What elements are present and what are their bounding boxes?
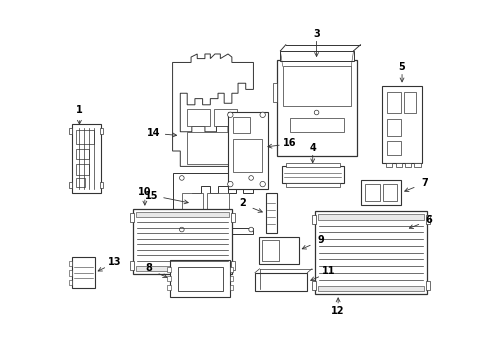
Text: 12: 12 bbox=[331, 306, 345, 316]
Text: 7: 7 bbox=[421, 178, 428, 188]
Bar bbox=[282, 166, 343, 183]
Text: 15: 15 bbox=[145, 192, 159, 202]
Bar bbox=[133, 209, 232, 274]
Bar bbox=[231, 213, 235, 222]
Text: 13: 13 bbox=[108, 257, 122, 267]
Bar bbox=[233, 117, 249, 132]
Text: 3: 3 bbox=[313, 29, 320, 39]
Circle shape bbox=[249, 227, 253, 232]
Bar bbox=[75, 164, 89, 175]
Bar bbox=[72, 257, 95, 288]
Bar bbox=[276, 60, 357, 156]
Bar bbox=[100, 182, 103, 188]
Bar bbox=[383, 184, 397, 201]
Bar bbox=[387, 120, 400, 136]
Bar bbox=[255, 273, 307, 291]
Bar bbox=[280, 51, 354, 61]
Bar bbox=[233, 139, 262, 172]
Bar bbox=[167, 285, 171, 291]
Circle shape bbox=[314, 110, 319, 115]
Bar bbox=[182, 211, 229, 226]
Bar bbox=[365, 184, 381, 201]
Bar bbox=[286, 163, 340, 167]
Bar bbox=[396, 163, 402, 167]
Bar bbox=[291, 118, 343, 132]
Circle shape bbox=[249, 176, 253, 180]
Polygon shape bbox=[172, 54, 253, 166]
Bar bbox=[266, 193, 276, 233]
Bar bbox=[361, 213, 406, 247]
Bar bbox=[228, 112, 268, 189]
Text: 8: 8 bbox=[145, 263, 152, 273]
Bar bbox=[361, 180, 401, 205]
Bar bbox=[171, 260, 230, 297]
Text: 2: 2 bbox=[239, 198, 246, 208]
Bar bbox=[72, 124, 101, 193]
Bar bbox=[426, 215, 430, 224]
Circle shape bbox=[179, 227, 184, 232]
Bar bbox=[259, 237, 299, 264]
Bar bbox=[130, 213, 134, 222]
Bar bbox=[214, 109, 237, 126]
Bar bbox=[69, 280, 73, 285]
Bar bbox=[187, 132, 241, 164]
Bar bbox=[70, 182, 73, 188]
Bar bbox=[312, 215, 316, 224]
Text: 6: 6 bbox=[426, 215, 432, 225]
Bar bbox=[75, 130, 94, 144]
Bar bbox=[178, 266, 222, 291]
Bar bbox=[100, 128, 103, 134]
Circle shape bbox=[260, 181, 266, 187]
Bar bbox=[315, 211, 427, 294]
Polygon shape bbox=[172, 172, 253, 234]
Bar bbox=[262, 240, 279, 261]
Text: 5: 5 bbox=[399, 62, 405, 72]
Bar bbox=[387, 92, 400, 113]
Text: 4: 4 bbox=[309, 143, 316, 153]
Bar bbox=[366, 217, 401, 243]
Bar bbox=[207, 193, 229, 210]
Text: 11: 11 bbox=[322, 266, 336, 276]
Bar bbox=[229, 285, 233, 291]
Bar bbox=[187, 109, 210, 126]
Text: 16: 16 bbox=[283, 138, 296, 148]
Bar bbox=[283, 66, 351, 106]
Bar bbox=[130, 261, 134, 270]
Bar bbox=[312, 281, 316, 291]
Circle shape bbox=[260, 112, 266, 117]
Text: 14: 14 bbox=[147, 128, 160, 138]
Bar bbox=[426, 281, 430, 291]
Bar bbox=[387, 141, 400, 155]
Text: 1: 1 bbox=[76, 105, 83, 115]
Bar bbox=[229, 266, 233, 272]
Bar bbox=[69, 261, 73, 266]
Bar bbox=[415, 163, 420, 167]
Bar bbox=[75, 149, 89, 159]
Bar bbox=[405, 163, 411, 167]
Bar bbox=[69, 270, 73, 276]
Bar bbox=[136, 212, 229, 217]
Bar bbox=[286, 183, 340, 187]
Bar bbox=[318, 214, 423, 220]
Circle shape bbox=[228, 181, 233, 187]
Bar bbox=[167, 266, 171, 272]
Bar bbox=[229, 276, 233, 281]
Bar bbox=[273, 83, 277, 103]
Text: 9: 9 bbox=[317, 235, 324, 244]
Bar bbox=[70, 128, 73, 134]
Bar bbox=[386, 163, 392, 167]
Bar bbox=[231, 261, 235, 270]
Bar bbox=[167, 276, 171, 281]
Bar bbox=[182, 193, 203, 210]
Bar bbox=[75, 178, 85, 187]
Circle shape bbox=[228, 112, 233, 117]
Bar bbox=[382, 86, 422, 163]
Text: 10: 10 bbox=[138, 187, 151, 197]
Bar bbox=[404, 92, 416, 113]
Circle shape bbox=[179, 176, 184, 180]
Bar bbox=[318, 286, 423, 291]
Bar bbox=[136, 266, 229, 271]
